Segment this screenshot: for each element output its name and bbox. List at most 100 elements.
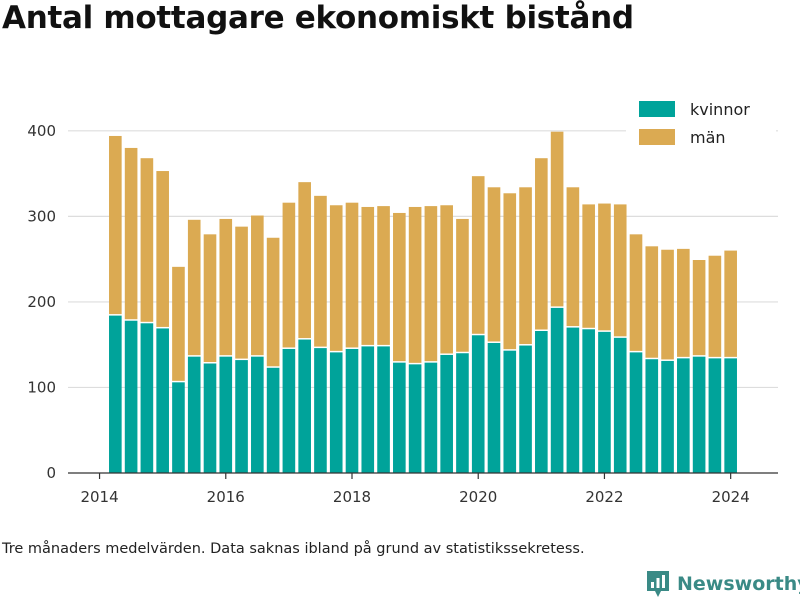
bar-kvinnor (692, 356, 706, 473)
footnote: Tre månaders medelvärden. Data saknas ib… (2, 541, 585, 557)
bar-series (109, 131, 737, 473)
bar-kvinnor (708, 358, 722, 473)
y-tick-label: 100 (27, 378, 56, 396)
bar-man (440, 205, 453, 354)
bar-kvinnor (298, 339, 311, 473)
gridlines (68, 130, 778, 389)
bar-kvinnor (629, 352, 643, 473)
bar-man (172, 266, 185, 381)
bar-kvinnor (251, 356, 264, 473)
bar-man (282, 202, 296, 348)
bar-kvinnor (677, 358, 690, 473)
bar-kvinnor (187, 356, 201, 473)
bar-man (629, 234, 643, 351)
bar-man (598, 203, 611, 331)
bar-kvinnor (661, 360, 674, 473)
legend-swatch (639, 101, 675, 117)
bar-man (187, 219, 201, 356)
bar-man (329, 205, 343, 351)
brand-name: Newsworthy (677, 573, 800, 595)
bar-kvinnor (724, 358, 737, 473)
x-tick-label: 2016 (207, 488, 245, 506)
bar-kvinnor (456, 353, 469, 473)
bar-kvinnor (487, 342, 501, 473)
bar-man (298, 182, 311, 339)
bar-man (345, 202, 359, 348)
bar-kvinnor (109, 315, 122, 473)
bar-kvinnor (535, 331, 548, 473)
bar-kvinnor (613, 337, 627, 473)
y-tick-label: 300 (27, 207, 56, 225)
bar-man (203, 234, 217, 363)
bar-man (566, 187, 580, 327)
bar-man (582, 204, 595, 328)
x-tick-label: 2024 (712, 488, 750, 506)
bar-man (692, 260, 706, 356)
bar-man (456, 218, 469, 352)
bar-man (251, 215, 264, 356)
bar-man (503, 193, 517, 350)
bar-man (109, 135, 122, 315)
y-tick-label: 0 (46, 464, 56, 482)
bar-man (519, 187, 532, 345)
bar-kvinnor (424, 362, 438, 473)
bar-man (487, 187, 501, 342)
bar-man (724, 250, 737, 357)
bar-kvinnor (124, 320, 138, 473)
x-tick-label: 2022 (585, 488, 623, 506)
bar-man (314, 195, 327, 347)
bar-kvinnor (503, 350, 517, 473)
bar-man (156, 171, 169, 327)
bar-kvinnor (582, 329, 595, 473)
bar-man (124, 147, 138, 320)
bar-kvinnor (440, 354, 453, 473)
bar-kvinnor (550, 307, 564, 473)
legend-label: män (690, 128, 726, 147)
bar-kvinnor (172, 382, 185, 473)
brand-logo[interactable]: Newsworthy (645, 568, 800, 600)
bar-kvinnor (219, 356, 233, 473)
bar-kvinnor (645, 359, 659, 473)
axes: 0 100 200 300 400 2014 2016 2018 2020 2022 2024 (27, 122, 778, 506)
bar-kvinnor (361, 346, 375, 473)
bar-kvinnor (140, 323, 154, 473)
bar-man (677, 248, 690, 357)
legend: kvinnor män (626, 94, 776, 154)
bar-kvinnor (156, 328, 169, 473)
bar-man (535, 158, 548, 330)
legend-label: kvinnor (690, 100, 750, 119)
bar-man (266, 237, 280, 367)
bar-kvinnor (282, 348, 296, 473)
bar-man (550, 131, 564, 307)
bar-man (471, 176, 485, 334)
newsworthy-logo-icon (647, 571, 669, 597)
x-tick-label: 2020 (459, 488, 497, 506)
bar-man (424, 206, 438, 362)
bar-man (140, 158, 154, 322)
bar-kvinnor (203, 363, 217, 473)
bar-man (377, 206, 390, 345)
y-tick-label: 200 (27, 293, 56, 311)
bar-man (645, 246, 659, 358)
bar-man (361, 206, 375, 345)
bar-kvinnor (566, 327, 580, 473)
bar-man (661, 249, 674, 360)
bar-kvinnor (598, 331, 611, 473)
bar-kvinnor (393, 362, 406, 473)
y-tick-label: 400 (27, 122, 56, 140)
bar-man (393, 212, 406, 362)
bar-man (235, 226, 248, 359)
bar-kvinnor (408, 364, 422, 473)
bar-kvinnor (266, 367, 280, 473)
x-tick-label: 2014 (80, 488, 118, 506)
bar-man (408, 206, 422, 363)
bar-kvinnor (471, 335, 485, 473)
x-tick-label: 2018 (333, 488, 371, 506)
bar-kvinnor (329, 352, 343, 473)
bar-kvinnor (377, 346, 390, 473)
bar-kvinnor (519, 345, 532, 473)
bar-man (219, 218, 233, 356)
bar-kvinnor (314, 348, 327, 473)
bar-man (708, 255, 722, 357)
chart-title: Antal mottagare ekonomiskt bistånd (2, 0, 634, 36)
